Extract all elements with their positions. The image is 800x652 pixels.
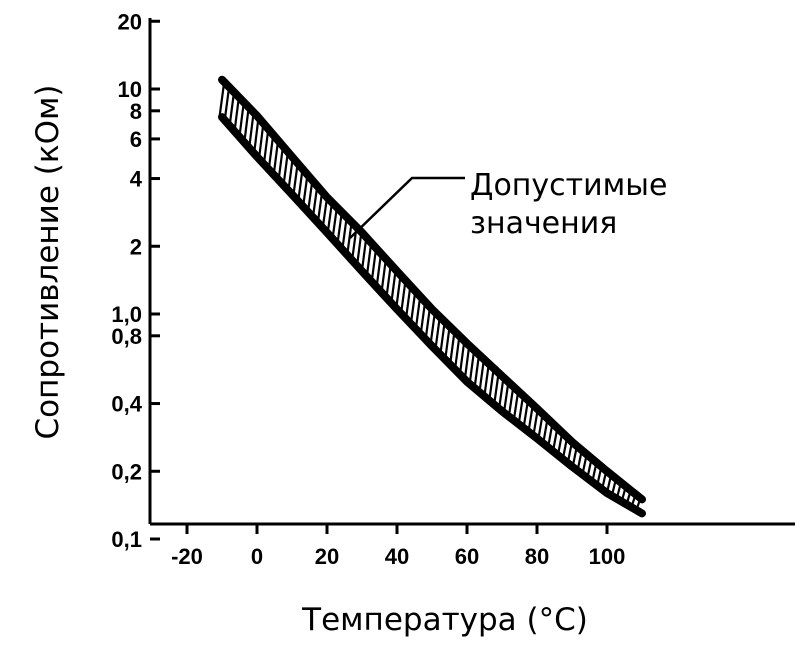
x-tick-label-1: 0 [251,544,263,569]
y-tick-label-9: 10 [118,77,142,102]
annotation-text: Допустимые значения [470,168,667,241]
y-tick-label-4: 1,0 [111,302,142,327]
y-tick-label-0: 0,1 [111,527,142,552]
y-tick-label-5: 2 [130,234,142,259]
x-tick-label-5: 80 [525,544,549,569]
y-tick-label-8: 8 [130,99,142,124]
y-axis-title: Сопротивление (кОм) [30,85,66,440]
x-axis-title: Температура (°C) [301,602,588,638]
y-tick-label-3: 0,8 [111,324,142,349]
annotation [349,176,465,239]
y-tick-label-7: 6 [130,127,142,152]
x-tick-label-3: 40 [385,544,409,569]
annotation-leader [349,176,465,239]
lower-limit-line [218,113,646,518]
x-tick-label-2: 20 [315,544,339,569]
x-tick-label-4: 60 [455,544,479,569]
tick-labels: -20 0 20 40 60 80 100 0,1 0,2 0,4 0,81,0 2 4 6 810 20 [111,9,625,569]
axes [148,18,795,526]
y-tick-label-2: 0,4 [111,392,142,417]
annotation-line-0: Допустимые [470,168,667,203]
annotation-line-1: значения [470,206,617,241]
y-tick-label-10: 20 [118,9,142,34]
upper-limit-line [218,75,646,504]
series-lines [218,75,646,518]
ticks [150,19,609,541]
y-tick-label-1: 0,2 [111,459,142,484]
x-tick-label-0: -20 [171,544,203,569]
x-tick-label-6: 100 [589,544,626,569]
y-tick-label-6: 4 [130,167,143,192]
